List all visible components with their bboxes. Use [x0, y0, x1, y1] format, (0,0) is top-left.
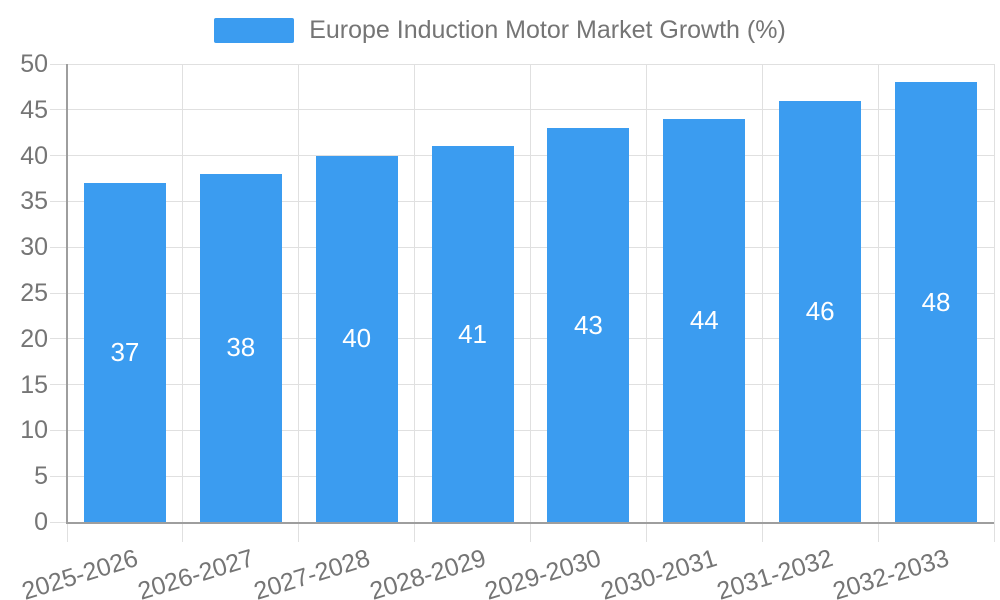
y-gridline — [50, 292, 994, 294]
y-tick-label: 10 — [20, 416, 48, 445]
bar[interactable]: 48 — [895, 82, 978, 522]
bar[interactable]: 44 — [663, 118, 746, 522]
y-gridline — [50, 63, 994, 65]
y-tick-label: 40 — [20, 141, 48, 170]
x-gridline — [298, 64, 300, 542]
y-gridline — [50, 246, 994, 248]
y-gridline — [50, 338, 994, 340]
bar-value-label: 46 — [805, 295, 835, 326]
bar-value-label: 48 — [921, 286, 951, 317]
legend[interactable]: Europe Induction Motor Market Growth (%) — [0, 16, 1000, 44]
y-axis-line — [66, 64, 68, 524]
x-gridline — [877, 64, 879, 542]
bar[interactable]: 41 — [431, 146, 514, 522]
x-gridline — [993, 64, 995, 542]
y-gridline — [50, 109, 994, 111]
y-tick-label: 15 — [20, 370, 48, 399]
y-tick-label: 50 — [20, 50, 48, 78]
bar-value-label: 44 — [689, 304, 719, 335]
bar-value-label: 37 — [110, 337, 140, 368]
y-tick-label: 35 — [20, 187, 48, 216]
y-tick-label: 5 — [34, 462, 48, 491]
legend-swatch — [214, 17, 295, 43]
bar-value-label: 43 — [573, 309, 603, 340]
y-tick-label: 0 — [34, 508, 48, 536]
y-tick-label: 30 — [20, 233, 48, 262]
x-gridline — [414, 64, 416, 542]
bar-value-label: 41 — [458, 318, 488, 349]
legend-series-label: Europe Induction Motor Market Growth (%) — [309, 16, 786, 44]
bar-value-label: 38 — [226, 332, 256, 363]
y-gridline — [50, 429, 994, 431]
y-gridline — [50, 155, 994, 157]
bar[interactable]: 40 — [315, 155, 398, 522]
x-gridline — [530, 64, 531, 542]
y-tick-label: 45 — [20, 95, 48, 124]
x-axis-line — [66, 522, 994, 524]
y-tick-label: 25 — [20, 279, 48, 307]
bar-value-label: 40 — [342, 323, 372, 354]
y-gridline — [50, 384, 994, 386]
bar[interactable]: 43 — [547, 128, 630, 522]
x-gridline — [645, 64, 647, 542]
y-gridline — [50, 475, 994, 477]
bar[interactable]: 38 — [199, 173, 282, 522]
y-gridline — [50, 200, 994, 202]
x-gridline — [761, 64, 763, 542]
bar[interactable]: 46 — [779, 100, 862, 522]
bar[interactable]: 37 — [83, 183, 166, 522]
x-gridline — [182, 64, 184, 542]
y-tick-label: 20 — [20, 324, 48, 353]
